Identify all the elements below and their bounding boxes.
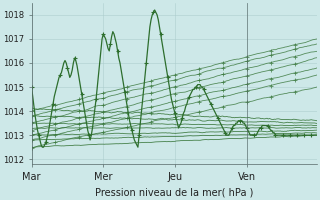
X-axis label: Pression niveau de la mer( hPa ): Pression niveau de la mer( hPa )	[95, 187, 253, 197]
